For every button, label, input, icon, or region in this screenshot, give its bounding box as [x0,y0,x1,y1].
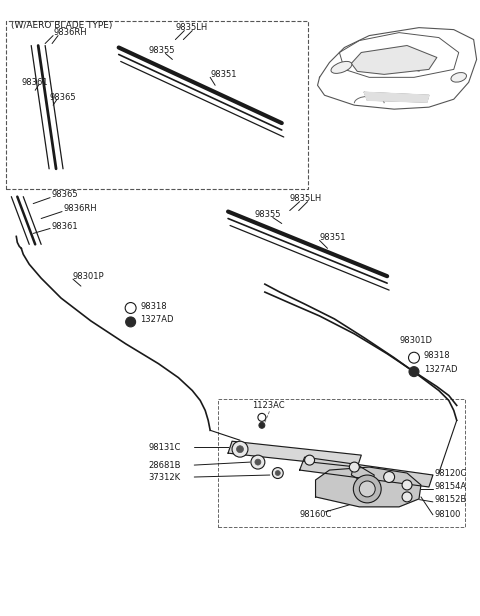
Text: 98131C: 98131C [148,443,181,452]
Polygon shape [364,92,429,102]
Circle shape [353,475,381,503]
Text: 98351: 98351 [320,233,346,242]
Circle shape [384,472,395,482]
Text: 9835LH: 9835LH [175,23,208,32]
Circle shape [408,352,420,363]
Text: 98160C: 98160C [300,510,332,519]
Text: 98351: 98351 [210,70,237,79]
Circle shape [255,459,261,465]
Polygon shape [351,46,437,75]
Text: 9836RH: 9836RH [53,28,87,37]
Text: 1327AD: 1327AD [141,315,174,325]
Text: 98120C: 98120C [435,469,467,477]
Text: 98355: 98355 [148,46,175,55]
Text: 98301D: 98301D [399,336,432,346]
Circle shape [305,455,314,465]
Text: 98301P: 98301P [73,272,105,281]
Text: 98318: 98318 [424,351,451,360]
Circle shape [232,441,248,457]
Circle shape [258,413,266,421]
Text: 1123AC: 1123AC [252,401,285,410]
Text: 98365: 98365 [49,93,76,102]
Text: 9836RH: 9836RH [63,204,96,213]
Circle shape [259,423,265,428]
Circle shape [251,455,265,469]
Text: 98361: 98361 [51,222,78,231]
Ellipse shape [451,73,467,82]
Text: 1327AD: 1327AD [424,365,457,374]
Text: 98365: 98365 [51,190,78,199]
Polygon shape [300,457,433,487]
Circle shape [272,468,283,479]
Circle shape [349,462,360,472]
Text: 98318: 98318 [141,301,167,310]
Text: 98355: 98355 [255,210,281,219]
Polygon shape [351,463,374,487]
Circle shape [126,317,136,327]
Text: 9835LH: 9835LH [290,194,322,203]
Circle shape [360,481,375,497]
Text: 37312K: 37312K [148,472,180,482]
Circle shape [409,367,419,376]
Text: 98152B: 98152B [435,495,467,505]
Text: 28681B: 28681B [148,461,181,469]
Circle shape [125,302,136,314]
Polygon shape [228,441,361,467]
Circle shape [237,446,243,453]
Circle shape [402,492,412,502]
Text: (W/AERO BLADE TYPE): (W/AERO BLADE TYPE) [12,21,113,30]
Circle shape [402,480,412,490]
Circle shape [276,471,280,476]
Text: 98361: 98361 [21,78,48,87]
Text: 98100: 98100 [435,510,461,519]
Text: 98154A: 98154A [435,482,467,492]
Ellipse shape [331,62,352,73]
Polygon shape [315,467,421,507]
